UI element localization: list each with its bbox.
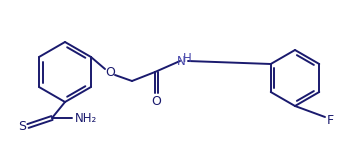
Text: H: H [183,51,192,65]
Text: NH₂: NH₂ [75,111,97,124]
Text: S: S [18,120,26,132]
Text: O: O [105,65,115,79]
Text: F: F [327,113,334,126]
Text: N: N [177,55,185,67]
Text: O: O [151,95,161,107]
